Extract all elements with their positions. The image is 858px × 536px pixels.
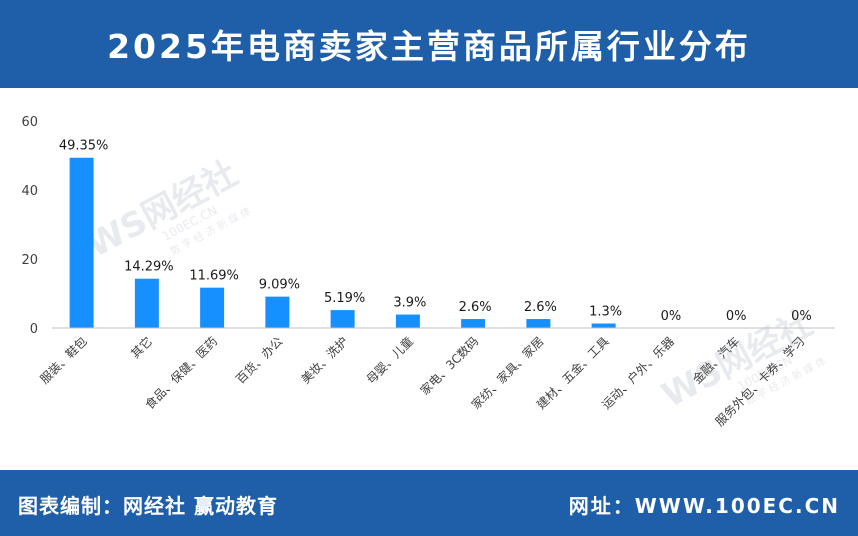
bar [591,323,616,328]
category-label: 母婴、儿童 [363,334,416,387]
bar [134,278,159,328]
bar [395,314,420,328]
data-label: 0% [661,309,682,324]
bars [69,157,616,328]
y-tick-label: 20 [21,253,38,268]
y-tick-label: 0 [30,322,38,337]
bar [526,319,551,328]
title-band: 2025年电商卖家主营商品所属行业分布 [0,0,858,88]
category-label: 家电、3C数码 [417,334,481,398]
footer-website: 网址：WWW.100EC.CN [568,494,840,518]
data-label: 9.09% [259,278,300,293]
data-label: 0% [726,309,747,324]
chart-title: 2025年电商卖家主营商品所属行业分布 [107,27,751,66]
bar [200,287,225,328]
category-label: 服装、鞋包 [37,334,90,387]
data-label: 3.9% [393,296,426,311]
data-label: 11.69% [189,269,239,284]
data-label: 0% [791,309,812,324]
data-label: 14.29% [124,260,174,275]
y-tick-label: 40 [21,184,38,199]
data-label: 1.3% [589,305,622,320]
data-label: 49.35% [59,139,109,154]
footer-band: 图表编制：网经社 赢动教育 网址：WWW.100EC.CN [0,470,858,536]
chart-area: WS网经社 100EC.CN 数 字 经 济 新 媒 体 WS网经社 100EC.CN 数… [0,88,858,470]
category-label: 百货、办公 [232,334,285,387]
bar [330,310,355,328]
y-tick-label: 60 [21,115,38,130]
category-label: 其它 [127,334,155,362]
category-label: 美妆、洗护 [298,334,350,386]
data-label: 5.19% [324,291,365,306]
footer-credit: 图表编制：网经社 赢动教育 [18,494,278,518]
bar [69,157,94,328]
data-labels: 49.35% 14.29% 11.69% 9.09% 5.19% 3.9% 2.6% 2.6%… [59,139,812,324]
watermark-brand: WS网经社 [80,154,244,266]
data-label: 2.6% [459,300,492,315]
data-label: 2.6% [524,300,557,315]
y-axis: 0 20 40 60 [21,115,38,337]
bar [265,296,290,328]
bar [461,319,486,328]
